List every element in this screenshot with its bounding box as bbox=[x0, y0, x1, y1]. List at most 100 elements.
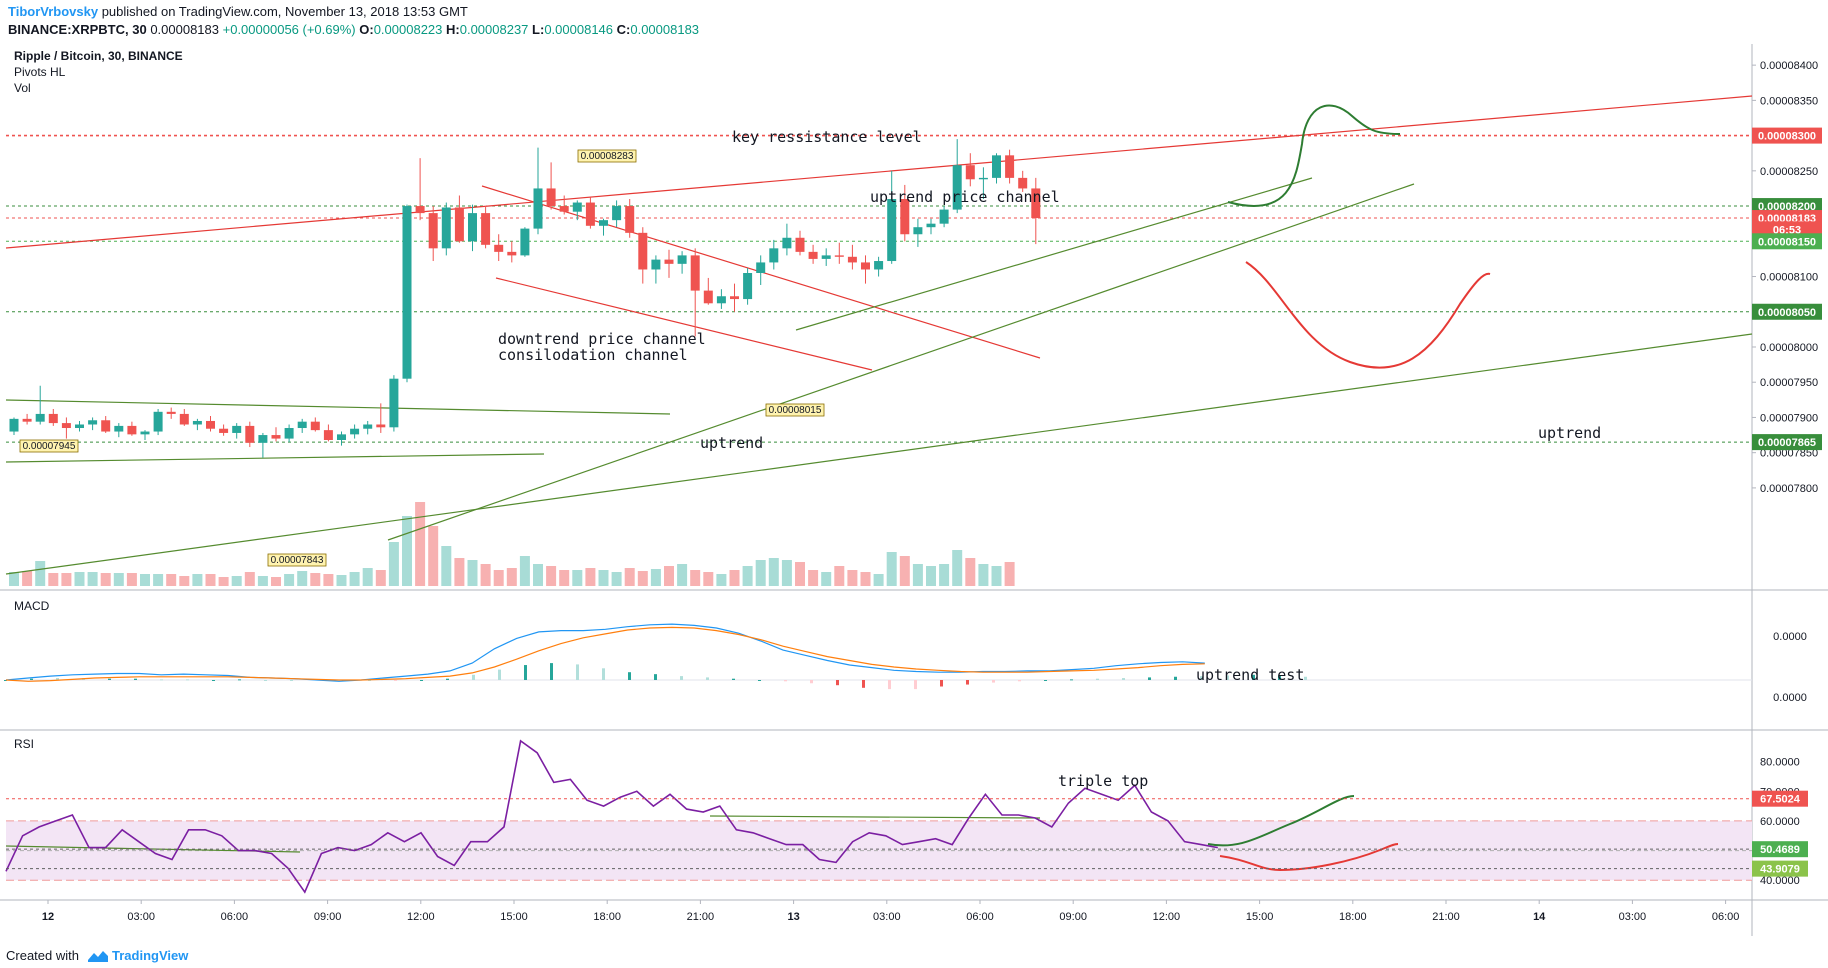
time-tick-label: 09:00 bbox=[314, 911, 342, 923]
volume-bar bbox=[231, 576, 242, 586]
tradingview-brand[interactable]: TradingView bbox=[112, 948, 189, 963]
published-text: published on TradingView.com, November 1… bbox=[101, 4, 468, 19]
rsi-bear-curve bbox=[1219, 843, 1399, 872]
candle-body bbox=[258, 435, 268, 443]
candle-body bbox=[533, 188, 543, 229]
chart-header: TiborVrbovsky published on TradingView.c… bbox=[0, 0, 1828, 44]
candle-body bbox=[520, 228, 530, 256]
pivot-high-1: 0.00008283 bbox=[577, 149, 637, 163]
volume-bar bbox=[585, 568, 596, 586]
volume-bar bbox=[926, 566, 936, 586]
macd-hist-bar bbox=[524, 665, 527, 680]
tradingview-logo-icon bbox=[88, 951, 108, 962]
time-tick-label: 21:00 bbox=[687, 911, 715, 923]
pivot-callouts: 0.00008283 0.00008015 0.00007945 0.00007… bbox=[19, 149, 825, 567]
price-level-tag-label: 0.00008150 bbox=[1758, 236, 1816, 248]
bullish-projection-curve bbox=[1227, 104, 1401, 208]
bearish-projection-curve bbox=[1245, 261, 1491, 369]
macd-hist-bar bbox=[1122, 678, 1125, 680]
volume-bar bbox=[873, 574, 884, 586]
candle-body bbox=[494, 244, 504, 252]
candle-body bbox=[179, 413, 189, 425]
pivot-low-2: 0.00007843 bbox=[267, 553, 327, 567]
macd-hist-bar bbox=[1148, 677, 1151, 680]
volume-bar bbox=[22, 571, 33, 586]
macd-hist-bar bbox=[550, 663, 553, 680]
rsi-axis[interactable]: 80.000070.000060.000050.000040.000067.50… bbox=[6, 757, 1808, 888]
resistance-trendline bbox=[5, 95, 1753, 249]
time-tick-label: 03:00 bbox=[1619, 911, 1647, 923]
volume-bar bbox=[768, 558, 779, 586]
pivots-legend: Pivots HL bbox=[14, 65, 66, 79]
pivot-high-2: 0.00007945 bbox=[19, 439, 79, 453]
uptrend-label-2: uptrend bbox=[1538, 424, 1601, 442]
volume-bar bbox=[860, 572, 871, 586]
candle-body bbox=[1018, 177, 1028, 189]
macd-hist-bar bbox=[56, 678, 59, 680]
close-label: C: bbox=[616, 22, 631, 37]
candle-body bbox=[756, 262, 766, 273]
candle-body bbox=[297, 421, 307, 429]
volume-bar bbox=[559, 570, 570, 586]
price-level-tags: 0.000083000.000082000.0000818306:530.000… bbox=[1752, 127, 1822, 451]
volume-bar bbox=[9, 572, 19, 586]
price-level-tag bbox=[1752, 434, 1822, 451]
downtrend-channel-bottom bbox=[495, 277, 873, 371]
candle-body bbox=[965, 165, 975, 180]
macd-hist-bar bbox=[966, 680, 969, 685]
price-change: +0.00000056 (+0.69%) bbox=[222, 22, 356, 37]
volume-bar bbox=[454, 558, 465, 586]
volume-bar bbox=[113, 573, 124, 586]
volume-bar bbox=[388, 542, 399, 586]
candle-body bbox=[337, 434, 346, 440]
rsi-legend: RSI bbox=[14, 737, 34, 751]
macd-hist-bar bbox=[732, 678, 735, 680]
candle-body bbox=[585, 202, 595, 226]
macd-hist-bar bbox=[1096, 678, 1099, 680]
created-with-label: Created with bbox=[6, 948, 79, 963]
macd-hist-bar bbox=[212, 680, 215, 681]
candle-body bbox=[114, 425, 124, 432]
rsi-trendline bbox=[709, 815, 1041, 819]
volume-bar bbox=[349, 572, 360, 586]
candle-body bbox=[101, 420, 111, 432]
candle-body bbox=[572, 202, 582, 212]
macd-legend: MACD bbox=[14, 599, 50, 613]
macd-hist-bar bbox=[940, 680, 943, 687]
macd-hist-bar bbox=[472, 674, 475, 680]
macd-tick-upper: 0.0000 bbox=[1773, 631, 1807, 643]
candle-body bbox=[153, 411, 163, 432]
macd-hist-bar bbox=[628, 672, 631, 680]
volume-bar bbox=[729, 570, 740, 586]
volume-bar bbox=[506, 568, 517, 586]
chart-canvas[interactable]: Ripple / Bitcoin, 30, BINANCE Pivots HL … bbox=[0, 44, 1828, 944]
macd-hist-bar bbox=[134, 678, 137, 680]
volume-bar bbox=[795, 562, 805, 586]
candle-body bbox=[219, 428, 229, 433]
macd-axis[interactable]: 0.0000 0.0000 bbox=[1773, 631, 1807, 704]
volume-bar bbox=[991, 566, 1002, 586]
price-axis[interactable]: 0.00008400 0.00008350 0.00008300 0.00008250… bbox=[1752, 60, 1818, 495]
candle-body bbox=[9, 418, 19, 432]
time-tick-label: 15:00 bbox=[500, 911, 528, 923]
author-link[interactable]: TiborVrbovsky bbox=[8, 4, 99, 19]
candle-body bbox=[559, 206, 569, 212]
macd-hist-bar bbox=[108, 678, 111, 680]
volume-bar bbox=[336, 575, 347, 586]
volume-bar bbox=[899, 556, 910, 586]
pivot-low-1: 0.00008015 bbox=[765, 403, 825, 417]
high-value: 0.00008237 bbox=[459, 22, 529, 37]
consolidation-top bbox=[5, 399, 671, 415]
candle-body bbox=[140, 431, 150, 435]
uptrend-label-1: uptrend bbox=[700, 434, 763, 452]
candle-body bbox=[612, 206, 622, 221]
macd-hist-bar bbox=[914, 680, 917, 690]
candle-body bbox=[808, 251, 818, 259]
candle-body bbox=[716, 296, 726, 304]
candle-body bbox=[900, 199, 910, 235]
high-label: H: bbox=[446, 22, 460, 37]
time-axis[interactable]: 12 03:00 06:00 09:00 12:00 15:00 18:00 21:00 13 0… bbox=[42, 900, 1739, 923]
macd-hist-bar bbox=[498, 669, 501, 680]
vol-legend: Vol bbox=[14, 81, 31, 95]
macd-hist-bar bbox=[290, 680, 293, 681]
